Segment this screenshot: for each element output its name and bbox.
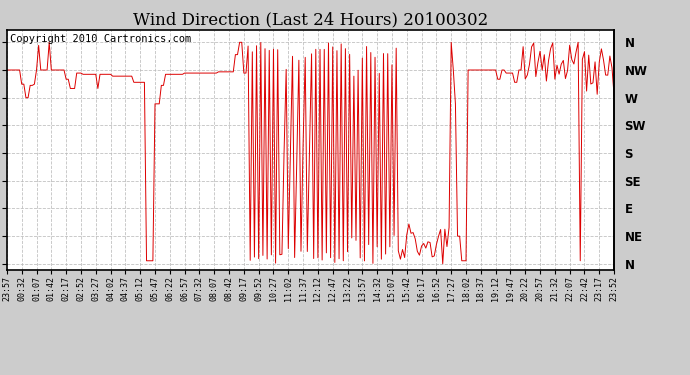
Text: Wind Direction (Last 24 Hours) 20100302: Wind Direction (Last 24 Hours) 20100302: [133, 11, 488, 28]
Text: Copyright 2010 Cartronics.com: Copyright 2010 Cartronics.com: [10, 34, 191, 44]
